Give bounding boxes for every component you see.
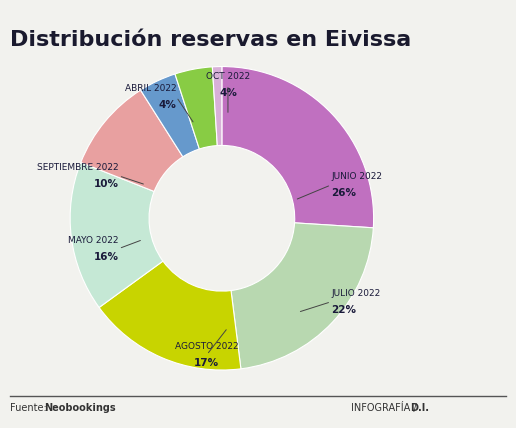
Wedge shape	[70, 162, 163, 307]
Wedge shape	[99, 261, 241, 370]
Text: ABRIL 2022: ABRIL 2022	[125, 84, 176, 93]
Text: JULIO 2022: JULIO 2022	[331, 289, 380, 298]
Text: 22%: 22%	[331, 305, 356, 315]
Text: OCT 2022: OCT 2022	[206, 72, 250, 81]
Text: Distribución reservas en Eivissa: Distribución reservas en Eivissa	[10, 30, 412, 50]
Text: D.I.: D.I.	[410, 403, 429, 413]
Wedge shape	[231, 223, 374, 369]
Text: 10%: 10%	[94, 179, 119, 189]
Text: 4%: 4%	[158, 100, 176, 110]
Text: 16%: 16%	[94, 252, 119, 262]
Text: JUNIO 2022: JUNIO 2022	[331, 172, 382, 181]
Text: 26%: 26%	[331, 188, 356, 198]
Wedge shape	[81, 90, 183, 191]
Text: MAYO 2022: MAYO 2022	[68, 236, 119, 245]
Text: INFOGRAFÍA /: INFOGRAFÍA /	[351, 402, 420, 413]
Wedge shape	[140, 74, 199, 157]
Wedge shape	[222, 66, 374, 228]
Text: AGOSTO 2022: AGOSTO 2022	[175, 342, 238, 351]
Text: Neobookings: Neobookings	[44, 403, 116, 413]
Wedge shape	[213, 66, 222, 146]
Text: SEPTIEMBRE 2022: SEPTIEMBRE 2022	[37, 163, 119, 172]
Text: 17%: 17%	[194, 358, 219, 368]
Text: 4%: 4%	[219, 88, 237, 98]
Text: Fuente:: Fuente:	[10, 403, 50, 413]
Wedge shape	[175, 67, 217, 149]
